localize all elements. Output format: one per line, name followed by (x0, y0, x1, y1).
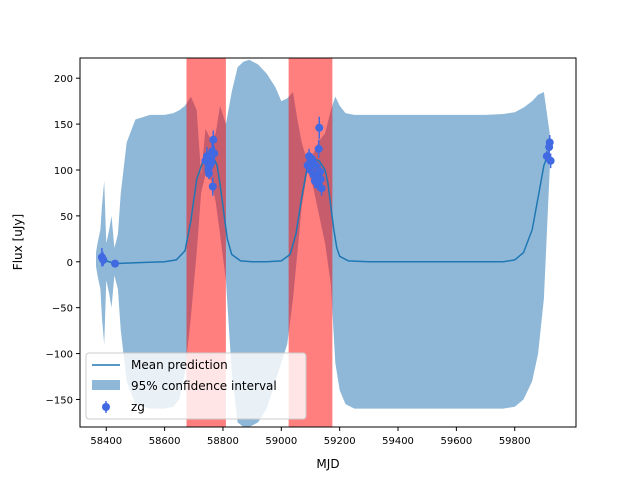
data-marker (204, 169, 213, 178)
data-marker (314, 144, 323, 153)
data-point (209, 130, 218, 149)
y-tick-label: −50 (52, 304, 73, 315)
y-tick-label: −100 (46, 350, 73, 361)
data-point (210, 146, 219, 161)
data-point (204, 168, 213, 180)
y-tick-label: 200 (54, 74, 73, 85)
legend-band-swatch (92, 380, 120, 390)
data-marker (316, 175, 325, 184)
data-marker (315, 123, 324, 132)
legend: Mean prediction 95% confidence interval … (85, 352, 307, 420)
axes-frame (79, 57, 577, 428)
data-marker (311, 161, 320, 170)
data-point (207, 155, 216, 170)
data-point (111, 259, 120, 268)
x-tick-label: 59200 (324, 436, 356, 447)
data-marker (209, 135, 218, 144)
legend-zg-marker (102, 403, 110, 411)
y-tick-label: 50 (60, 212, 73, 223)
data-marker (208, 182, 217, 191)
data-point (311, 159, 320, 171)
data-marker (316, 167, 325, 176)
x-tick-label: 59600 (440, 436, 472, 447)
data-marker (545, 138, 554, 147)
data-marker (317, 184, 326, 193)
y-tick-label: 100 (54, 166, 73, 177)
data-point (545, 135, 554, 150)
data-point (316, 173, 325, 185)
y-axis-label: Flux [uJy] (11, 214, 25, 270)
x-tick-label: 59000 (265, 436, 297, 447)
data-point (314, 139, 323, 159)
mean-prediction-line (100, 149, 551, 265)
x-tick-label: 58400 (90, 436, 122, 447)
data-marker (111, 259, 120, 268)
x-tick-label: 59400 (382, 436, 414, 447)
x-tick-label: 59800 (499, 436, 531, 447)
x-tick-label: 58800 (207, 436, 239, 447)
y-tick-label: 150 (54, 120, 73, 131)
data-point (546, 153, 555, 169)
y-tick-label: −150 (46, 395, 73, 406)
legend-band-label: 95% confidence interval (131, 379, 277, 393)
x-axis-label: MJD (316, 457, 339, 471)
legend-frame (85, 352, 307, 420)
data-marker (207, 158, 216, 167)
data-marker (546, 156, 555, 165)
data-point (315, 116, 324, 139)
data-point (317, 181, 326, 196)
data-marker (307, 154, 316, 163)
axis-ticks: 58400 58600 58800 59000 59200 59400 59600 59800… (46, 74, 531, 447)
plot-area (96, 58, 555, 428)
data-point (208, 177, 217, 196)
data-marker (99, 255, 108, 264)
data-point (307, 153, 316, 165)
x-tick-label: 58600 (149, 436, 181, 447)
y-tick-label: 0 (67, 258, 73, 269)
data-point (99, 254, 108, 266)
data-marker (210, 149, 219, 158)
legend-mean-label: Mean prediction (131, 358, 228, 372)
legend-zg-label: zg (131, 400, 145, 414)
